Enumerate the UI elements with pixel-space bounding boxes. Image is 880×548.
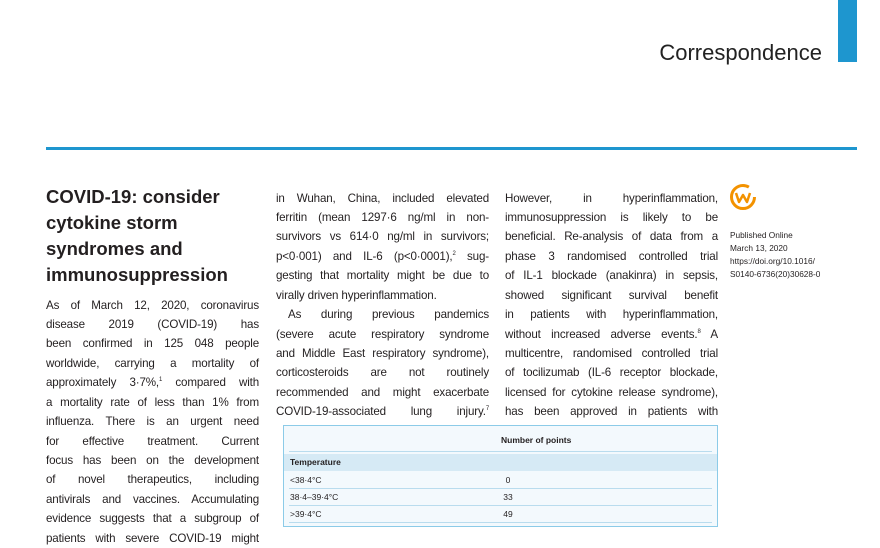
text-column: COVID-19: consider cytokine storm syndrome… [46, 184, 259, 548]
header-rule [46, 147, 857, 150]
text-line: been confirmed in 125 048 people [46, 337, 259, 351]
section-band [284, 454, 717, 471]
page: Correspondence Published Online March 13,… [46, 0, 857, 545]
text-line: (severe acute respiratory syndrome [276, 327, 489, 341]
reference-number: 2 [452, 250, 456, 257]
table-separator [289, 488, 712, 489]
logo-mark [734, 192, 752, 204]
text-line: approximately 3·7%,1 compared with [46, 373, 259, 392]
text-line: p<0·001) and IL-6 (p<0·0001),2 sug- [276, 247, 489, 266]
row-points: 49 [503, 509, 513, 519]
text-line: As of March 12, 2020, coronavirus [46, 298, 259, 312]
text-line: antivirals and vaccines. Accumulating [46, 492, 259, 506]
text-run: compared with [162, 376, 259, 390]
article-title-line: immunosuppression [46, 264, 228, 285]
text-run: A [700, 327, 719, 341]
text-line: disease 2019 (COVID-19) has [46, 317, 259, 331]
row-points: 0 [505, 475, 511, 485]
title-spacer [46, 288, 259, 296]
table-separator [289, 505, 712, 506]
text-line: recommended and might exacerbate [276, 385, 489, 399]
text-column: However, in hyperinflammation, immunosupp… [505, 189, 718, 422]
publication-info: Published Online March 13, 2020 https://do… [730, 229, 820, 281]
text-line: multicentre, randomised controlled trial [505, 347, 718, 360]
text-line: phase 3 randomised controlled trial [505, 249, 718, 263]
publication-line: S0140-6736(20)30628-0 [730, 269, 821, 279]
text-line: patients with severe COVID-19 might [46, 531, 259, 545]
reference-number: 1 [158, 377, 163, 384]
text-line: immunosuppression is likely to be [505, 210, 718, 224]
reference-number: 8 [697, 328, 701, 335]
text-line: worldwide, carrying a mortality of [46, 356, 259, 370]
text-line: survivors vs 614·0 ng/ml in survivors; [276, 230, 489, 244]
text-run: sug- [455, 249, 489, 263]
section-header: Correspondence [659, 40, 822, 65]
table-separator [289, 451, 712, 452]
text-line: influenza. There is an urgent need [46, 415, 259, 429]
text-column: in Wuhan, China, included elevated ferrit… [276, 189, 489, 422]
article-title-line: syndromes and [46, 238, 183, 259]
text-line: COVID-19-associated lung injury.7 [276, 402, 489, 421]
table-header: Number of points [501, 435, 572, 445]
text-line: has been approved in patients with [505, 405, 718, 419]
logo [730, 184, 756, 210]
text-line: for effective treatment. Current [46, 434, 259, 448]
text-line: corticosteroids are not routinely [276, 366, 489, 380]
text-run: COVID-19-associated lung injury. [276, 405, 486, 419]
publication-line: Published Online [730, 230, 793, 240]
text-line: without increased adverse events.8 A [505, 325, 718, 344]
text-line: licensed for cytokine release syndrome), [505, 385, 718, 399]
text-run: approximately 3·7%, [46, 376, 159, 390]
text-line: beneficial. Re-analysis of data from a [505, 230, 718, 244]
text-line: As during previous pandemics [288, 308, 489, 322]
row-label: 38·4–39·4°C [290, 492, 339, 502]
table-panel: Number of points Temperature <38·4°C 0 38·4–… [283, 425, 718, 527]
publication-line: March 13, 2020 [730, 243, 788, 253]
text-line: virally driven hyperinflammation. [276, 288, 437, 302]
text-line: of tocilizumab (IL-6 receptor blockade, [505, 366, 718, 380]
text-line: showed significant survival benefit [505, 288, 718, 302]
row-label: <38·4°C [290, 475, 322, 485]
text-line: ferritin (mean 1297·6 ng/ml in non- [276, 210, 489, 224]
text-line: and Middle East respiratory syndrome), [276, 347, 489, 360]
text-line: evidence suggests that a subgroup of [46, 512, 259, 526]
section-title: Temperature [290, 457, 341, 467]
text-line: gesting that mortality might be due to [276, 269, 489, 283]
article-title-line: cytokine storm [46, 212, 178, 233]
text-line: a mortality rate of less than 1% from [46, 395, 259, 409]
text-run: p<0·001) and IL-6 (p<0·0001), [276, 249, 453, 263]
text-line: of IL-1 blockade (anakinra) in sepsis, [505, 269, 718, 283]
table-separator [289, 522, 712, 523]
row-label: >39·4°C [290, 509, 322, 519]
text-line: However, in hyperinflammation, [505, 191, 718, 205]
article-title-line: COVID-19: consider [46, 186, 220, 207]
text-run: without increased adverse events. [505, 327, 698, 341]
text-line: of novel therapeutics, including [46, 473, 259, 487]
row-points: 33 [503, 492, 513, 502]
reference-number: 7 [485, 406, 489, 413]
text-line: in Wuhan, China, included elevated [276, 191, 489, 205]
logo-ring [730, 184, 756, 210]
text-line: in patients with hyperinflammation, [505, 308, 718, 322]
publication-line: https://doi.org/10.1016/ [730, 256, 815, 266]
accent-bar [838, 0, 857, 62]
text-line: focus has been on the development [46, 454, 259, 467]
